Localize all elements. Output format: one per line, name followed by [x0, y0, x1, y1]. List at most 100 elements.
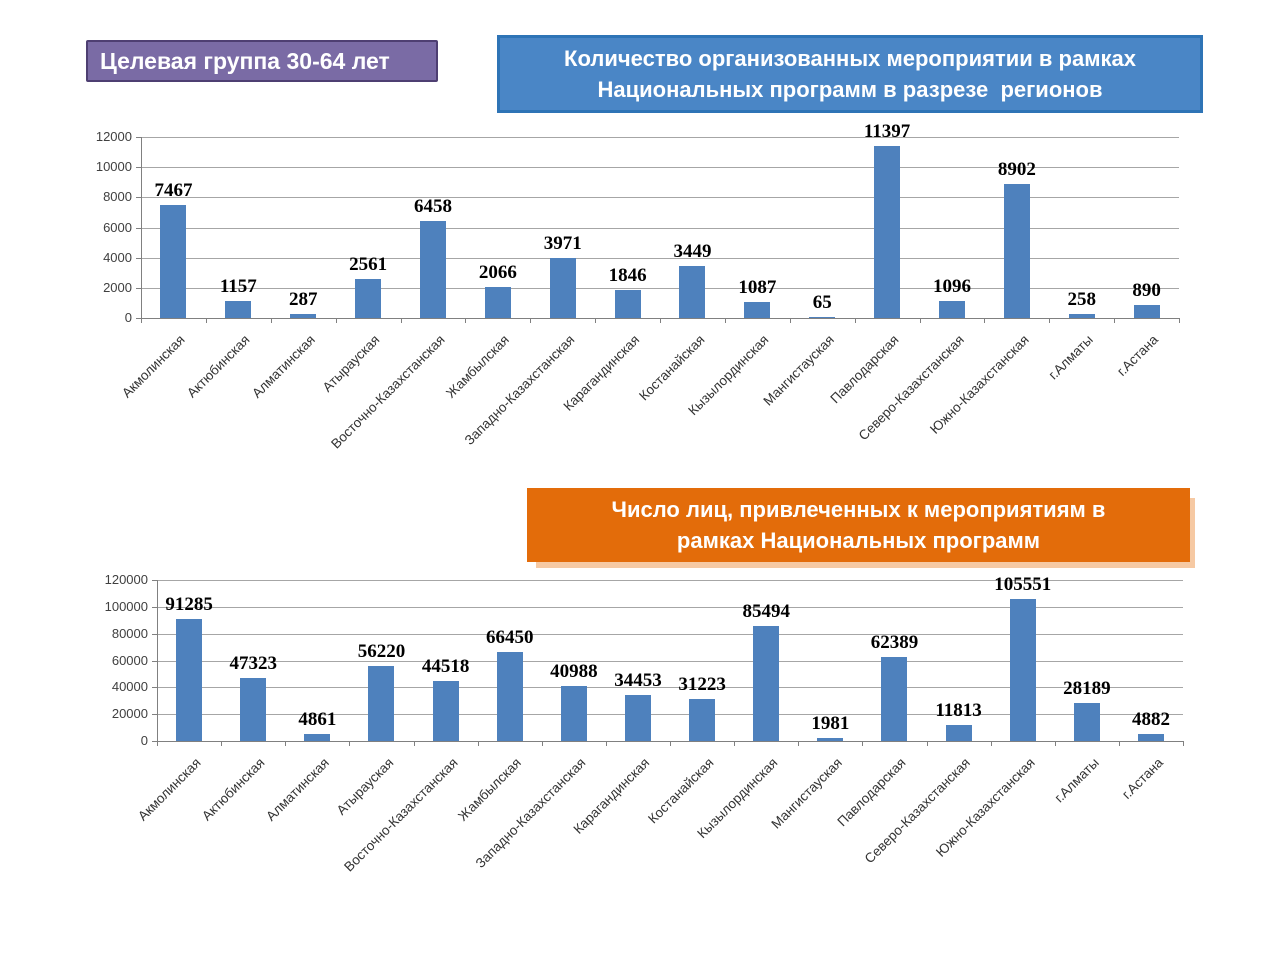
gridline: [157, 714, 1183, 716]
bar-value-label: 2066: [478, 261, 517, 283]
y-tick: [136, 287, 141, 289]
bar: [624, 694, 651, 741]
x-category-label: Актюбинская: [199, 755, 268, 824]
bar-value-label: 105551: [994, 574, 1052, 596]
bar-value-label: 4861: [298, 709, 337, 731]
gridline: [141, 227, 1179, 229]
x-tick: [335, 318, 337, 323]
bar: [1073, 703, 1100, 741]
x-category-label: Жамбылская: [455, 755, 525, 824]
y-tick: [152, 714, 157, 716]
x-category-label: Северо-Казахстанская: [861, 755, 974, 867]
gridline: [141, 167, 1179, 169]
gridline: [157, 580, 1183, 581]
bar-value-label: 7467: [154, 180, 193, 202]
axis-y: [141, 137, 142, 318]
bar: [368, 665, 395, 741]
y-tick-label: 100000: [104, 598, 148, 614]
x-tick: [205, 318, 207, 323]
bar: [817, 738, 844, 741]
bar-value-label: 2561: [349, 254, 388, 276]
bar-value-label: 91285: [165, 593, 213, 615]
bar: [1009, 599, 1036, 741]
bar-value-label: 890: [1132, 279, 1161, 301]
bar-value-label: 47323: [229, 652, 277, 674]
gridline: [141, 287, 1179, 289]
y-tick-label: 12000: [95, 129, 132, 144]
bar-value-label: 8902: [997, 158, 1036, 180]
x-tick: [926, 741, 928, 746]
x-tick: [919, 318, 921, 323]
bar-value-label: 3971: [543, 233, 582, 255]
x-tick: [670, 741, 671, 746]
bar: [689, 699, 716, 741]
x-category-label: г.Астана: [1118, 755, 1166, 802]
gridline: [141, 197, 1179, 199]
bar: [679, 265, 706, 318]
x-tick: [477, 741, 479, 746]
x-category-label: Акмолинская: [135, 755, 204, 824]
x-category-label: Восточно-Казахстанская: [340, 755, 461, 875]
bar-value-label: 287: [288, 288, 318, 310]
bar: [240, 677, 267, 741]
x-tick: [413, 741, 415, 746]
y-tick: [152, 741, 157, 742]
bar: [304, 734, 331, 741]
y-tick: [136, 137, 141, 138]
gridline: [141, 137, 1179, 138]
bar-value-label: 1846: [608, 265, 647, 287]
gridline: [141, 257, 1179, 259]
x-tick: [1114, 318, 1116, 323]
y-tick: [152, 687, 157, 689]
bar: [614, 290, 641, 318]
bar: [355, 279, 382, 318]
x-tick: [270, 318, 272, 323]
y-tick-label: 6000: [103, 219, 132, 235]
bar: [432, 681, 459, 741]
bar-value-label: 258: [1067, 289, 1096, 311]
x-tick: [465, 318, 467, 323]
y-tick-label: 80000: [111, 625, 148, 641]
x-tick: [1118, 741, 1120, 746]
bar-value-label: 28189: [1063, 678, 1111, 700]
bar-value-label: 66450: [485, 626, 534, 648]
y-tick-label: 8000: [103, 189, 132, 205]
x-tick: [724, 318, 726, 323]
y-tick-label: 0: [124, 310, 132, 325]
bar-value-label: 11813: [935, 700, 982, 722]
target-group-badge: Целевая группа 30-64 лет: [86, 40, 438, 82]
x-tick: [1049, 318, 1051, 323]
x-tick: [854, 318, 856, 323]
x-tick: [285, 741, 287, 746]
y-tick-label: 60000: [111, 652, 148, 668]
x-tick: [1179, 318, 1180, 323]
y-tick-label: 2000: [103, 279, 132, 295]
y-tick-label: 0: [140, 733, 148, 748]
bar-value-label: 31223: [678, 674, 726, 696]
bar: [1133, 304, 1160, 318]
gridline: [157, 606, 1183, 608]
x-tick: [221, 741, 223, 746]
bar-value-label: 44518: [421, 656, 470, 678]
chart1-title-box: Количество организованных мероприятии в …: [497, 35, 1203, 113]
bar-value-label: 4882: [1131, 709, 1170, 731]
bar-value-label: 1087: [738, 276, 777, 298]
x-tick: [157, 741, 158, 746]
x-tick: [990, 741, 992, 746]
bar: [560, 686, 587, 741]
bar: [744, 301, 771, 318]
axis-y: [157, 580, 158, 741]
y-tick-label: 120000: [104, 572, 148, 587]
bar: [1137, 734, 1164, 741]
y-tick: [152, 633, 157, 635]
x-tick: [595, 318, 597, 323]
bar: [496, 651, 523, 741]
y-tick-label: 10000: [95, 159, 132, 175]
bar: [753, 626, 780, 741]
x-tick: [984, 318, 986, 323]
bar: [549, 258, 576, 318]
bar: [176, 618, 203, 741]
bar-value-label: 1096: [932, 276, 971, 298]
y-tick: [152, 606, 157, 608]
